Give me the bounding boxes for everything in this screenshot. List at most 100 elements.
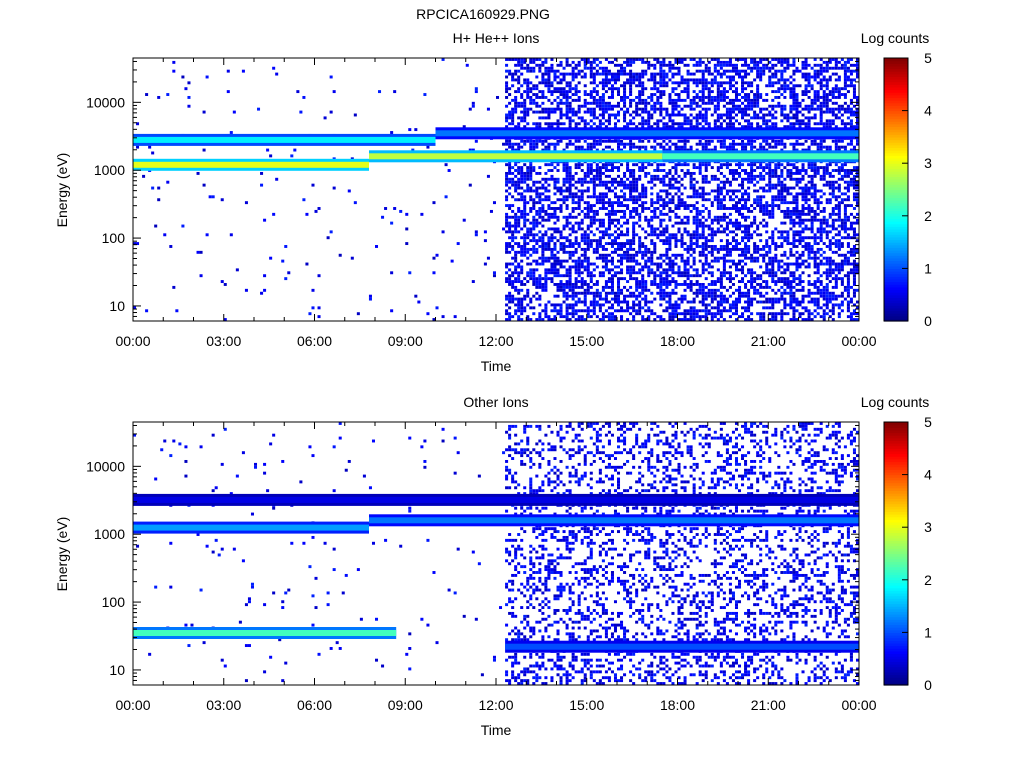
noise-cell xyxy=(565,306,569,310)
noise-cell xyxy=(598,253,602,257)
noise-cell xyxy=(266,148,270,152)
noise-cell xyxy=(562,78,566,82)
noise-cell xyxy=(613,247,617,251)
noise-cell xyxy=(662,242,666,246)
noise-cell xyxy=(725,75,729,79)
noise-cell xyxy=(562,183,566,187)
noise-cell xyxy=(553,242,557,246)
noise-cell xyxy=(559,139,563,143)
noise-cell xyxy=(626,218,630,222)
noise-cell xyxy=(771,201,775,205)
noise-cell xyxy=(686,163,690,167)
noise-cell xyxy=(598,318,602,321)
noise-cell xyxy=(598,271,602,275)
noise-cell xyxy=(635,288,639,292)
noise-cell xyxy=(532,101,536,105)
noise-cell xyxy=(604,66,608,70)
noise-cell xyxy=(577,90,581,94)
noise-cell xyxy=(583,139,587,143)
noise-cell xyxy=(689,78,693,82)
noise-cell xyxy=(677,81,681,85)
noise-cell xyxy=(692,262,696,266)
noise-cell xyxy=(704,101,708,105)
noise-cell xyxy=(626,280,630,284)
noise-cell xyxy=(556,125,560,129)
noise-cell xyxy=(762,166,766,170)
noise-cell xyxy=(753,189,757,193)
noise-cell xyxy=(741,183,745,187)
noise-cell xyxy=(550,169,554,172)
noise-cell xyxy=(532,169,536,172)
noise-cell xyxy=(607,209,611,213)
noise-cell xyxy=(734,142,738,146)
noise-cell xyxy=(529,163,533,167)
noise-cell xyxy=(695,283,699,286)
noise-cell xyxy=(175,309,179,313)
noise-cell xyxy=(580,283,584,286)
noise-cell xyxy=(556,274,560,278)
noise-cell xyxy=(668,312,672,316)
noise-cell xyxy=(674,215,678,219)
noise-cell xyxy=(777,262,781,266)
noise-cell xyxy=(695,280,699,284)
noise-cell xyxy=(750,66,754,70)
noise-cell xyxy=(677,110,681,114)
noise-cell xyxy=(514,230,518,234)
noise-cell xyxy=(598,207,602,210)
noise-cell xyxy=(722,174,726,178)
noise-cell xyxy=(574,166,578,170)
noise-cell xyxy=(559,90,563,94)
noise-cell xyxy=(617,297,621,301)
noise-cell xyxy=(317,207,321,210)
noise-cell xyxy=(686,148,690,152)
noise-cell xyxy=(523,101,527,105)
noise-cell xyxy=(765,207,769,210)
noise-cell xyxy=(571,98,575,102)
noise-cell xyxy=(598,104,602,108)
noise-cell xyxy=(613,75,617,79)
noise-cell xyxy=(610,180,614,184)
noise-cell xyxy=(568,169,572,172)
noise-cell xyxy=(674,104,678,108)
noise-cell xyxy=(635,145,639,149)
noise-cell xyxy=(650,163,654,167)
noise-cell xyxy=(683,119,687,123)
noise-cell xyxy=(617,113,621,117)
noise-cell xyxy=(683,98,687,102)
noise-cell xyxy=(771,171,775,175)
noise-cell xyxy=(677,312,681,316)
noise-cell xyxy=(701,300,705,304)
noise-cell xyxy=(592,274,596,278)
noise-cell xyxy=(589,60,593,64)
noise-cell xyxy=(623,221,627,225)
noise-cell xyxy=(734,177,738,181)
noise-cell xyxy=(753,280,757,284)
noise-cell xyxy=(553,78,557,82)
noise-cell xyxy=(653,75,657,79)
noise-cell xyxy=(517,101,521,105)
noise-cell xyxy=(623,60,627,64)
noise-cell xyxy=(786,239,790,243)
noise-cell xyxy=(604,259,608,263)
noise-cell xyxy=(511,283,515,286)
noise-cell xyxy=(635,58,639,61)
noise-cell xyxy=(786,280,790,284)
noise-cell xyxy=(680,90,684,94)
noise-cell xyxy=(647,171,651,175)
noise-cell xyxy=(589,180,593,184)
noise-cell xyxy=(580,180,584,184)
noise-cell xyxy=(728,107,732,111)
noise-cell xyxy=(626,230,630,234)
noise-cell xyxy=(604,139,608,143)
noise-cell xyxy=(728,125,732,129)
noise-cell xyxy=(632,256,636,260)
noise-cell xyxy=(632,142,636,146)
noise-cell xyxy=(604,242,608,246)
noise-cell xyxy=(659,95,663,99)
noise-cell xyxy=(610,113,614,117)
noise-cell xyxy=(595,148,599,152)
noise-cell xyxy=(529,227,533,231)
noise-cell xyxy=(517,81,521,85)
noise-cell xyxy=(665,274,669,278)
noise-cell xyxy=(698,291,702,295)
